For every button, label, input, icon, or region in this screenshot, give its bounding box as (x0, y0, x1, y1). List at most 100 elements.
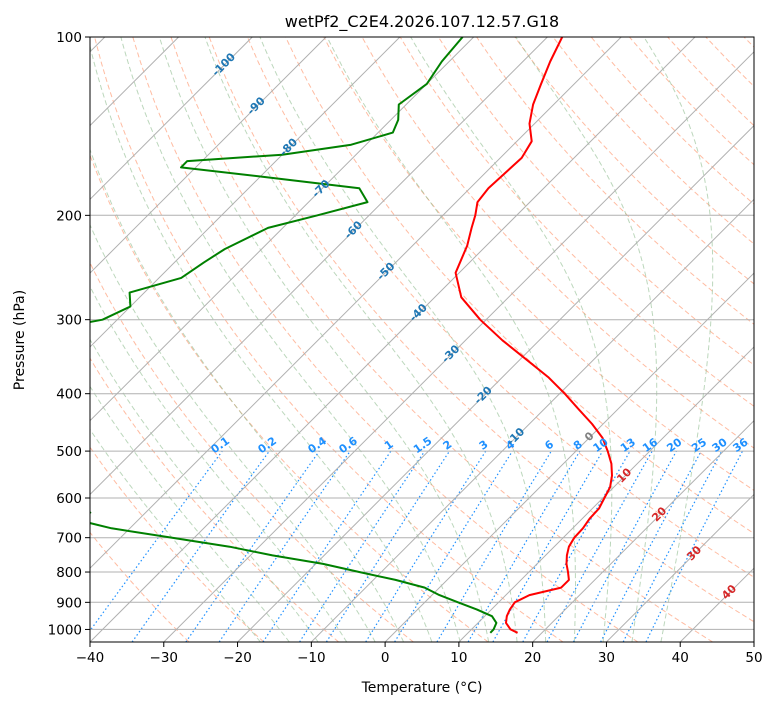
y-tick-label: 700 (56, 531, 82, 547)
isobars (90, 37, 754, 630)
isotherm-line (753, 641, 754, 642)
mixing-ratio-label: 1.5 (411, 434, 434, 456)
mixing-ratio-label: 36 (730, 435, 750, 455)
y-axis: 100 200 300 400 500 600 700 800 900 1000 (48, 30, 90, 638)
isotherm-line (384, 272, 754, 642)
dry-adiabat-line (437, 37, 754, 366)
dry-adiabat-line (323, 37, 754, 492)
dry-adiabat-line (170, 37, 713, 642)
dry-adiabat-line (667, 37, 754, 127)
isotherm-label: -20 (472, 383, 495, 406)
x-tick-label: 30 (598, 650, 615, 666)
dry-adiabat-line (705, 37, 754, 87)
moist-adiabat-line (90, 148, 404, 642)
moist-adiabat-line (90, 338, 319, 642)
isotherm-label: 20 (649, 504, 669, 524)
plot-frame (89, 36, 755, 643)
x-tick-label: 10 (450, 650, 467, 666)
mixing-ratio-line (262, 450, 392, 642)
moist-adiabat-line (90, 223, 376, 642)
y-axis-title: Pressure (hPa) (12, 290, 28, 390)
dry-adiabat-line (90, 357, 339, 642)
isotherm-label: 30 (684, 543, 704, 563)
dry-adiabat-line (514, 37, 754, 285)
isotherm-line (90, 37, 253, 201)
dry-adiabat-line (90, 446, 265, 642)
mixing-ratio-line (299, 450, 426, 642)
dry-adiabat-line (90, 531, 190, 642)
dry-adiabat-line (132, 37, 639, 642)
mixing-ratio-line (394, 450, 513, 642)
mixing-ratio-line (600, 450, 702, 642)
mixing-ratio-label: 8 (571, 438, 585, 453)
temperature-profile (454, 37, 613, 634)
moist-adiabat-line (158, 37, 490, 642)
mixing-ratio-lines (90, 450, 744, 642)
isotherm-line (90, 37, 548, 496)
x-tick-label: −40 (76, 650, 105, 666)
grid (90, 37, 754, 642)
y-tick-label: 300 (56, 313, 82, 329)
x-tick-label: 20 (524, 650, 541, 666)
dry-adiabat-line (90, 153, 489, 642)
isotherm-label: 40 (719, 582, 739, 602)
dewpoint-profile (90, 37, 498, 634)
moist-adiabat-line (90, 428, 261, 642)
y-tick-label: 1000 (48, 622, 82, 638)
moist-adiabat-line (515, 37, 658, 642)
moist-adiabat-line (90, 385, 290, 642)
dry-adiabat-line (361, 37, 754, 449)
moist-adiabats (90, 37, 714, 642)
mixing-ratio-label: 0.4 (306, 434, 330, 456)
y-tick-label: 900 (56, 595, 82, 611)
moist-adiabat-line (643, 37, 714, 642)
mixing-ratio-label: 30 (710, 435, 730, 455)
mixing-ratio-line (131, 450, 270, 642)
isotherm-label: -40 (407, 301, 430, 324)
isotherm-line (237, 124, 754, 642)
mixing-ratio-line (185, 450, 320, 642)
mixing-ratio-line (325, 450, 450, 642)
y-tick-label: 400 (56, 387, 82, 403)
mixing-ratio-label: 1 (382, 438, 396, 453)
isotherm-label: -60 (342, 218, 365, 241)
y-tick-label: 200 (56, 208, 82, 224)
mixing-ratio-label: 3 (477, 438, 491, 453)
mixing-ratio-label: 16 (640, 435, 660, 455)
mixing-ratio-label: 0.2 (256, 434, 279, 456)
isotherm-line (90, 37, 401, 348)
dry-adiabat-line (208, 37, 754, 623)
mixing-ratio-label: 0.6 (336, 434, 360, 456)
x-tick-label: −20 (223, 650, 252, 666)
x-axis-title: Temperature (°C) (361, 680, 483, 696)
series-group (90, 37, 613, 634)
moist-adiabat-line (120, 37, 461, 642)
isotherm-label: -100 (209, 50, 238, 79)
mixing-ratio-label: 6 (542, 438, 556, 453)
mixing-ratio-line (90, 450, 223, 632)
y-tick-label: 600 (56, 491, 82, 507)
mixing-ratio-line (436, 450, 552, 642)
background-lines (90, 37, 754, 642)
isotherm-label: -70 (309, 177, 332, 200)
dry-adiabat-line (94, 37, 564, 642)
mixing-ratio-label: 2 (441, 438, 455, 453)
isotherm-label: -50 (374, 259, 397, 282)
dry-adiabat-line (552, 37, 754, 245)
isotherms (90, 37, 754, 642)
x-tick-label: 40 (672, 650, 689, 666)
moist-adiabat-line (410, 37, 613, 642)
isotherm-label: -30 (439, 342, 462, 365)
chart-title: wetPf2_C2E4.2026.107.12.57.G18 (285, 12, 559, 32)
mixing-ratio-label: 25 (689, 436, 709, 455)
x-tick-label: −30 (150, 650, 179, 666)
x-tick-label: 50 (745, 650, 762, 666)
x-tick-label: −10 (297, 650, 326, 666)
isotherm-line (606, 493, 754, 642)
moist-adiabat-line (90, 44, 433, 642)
mixing-ratio-line (218, 450, 351, 642)
dry-adiabat-line (743, 37, 754, 48)
mixing-ratio-line (645, 450, 744, 642)
isotherm-line (90, 37, 696, 642)
